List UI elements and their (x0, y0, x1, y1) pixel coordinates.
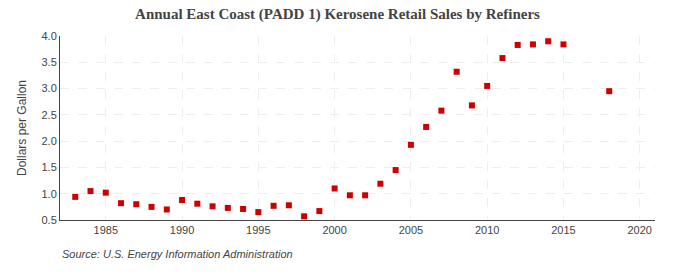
svg-text:2005: 2005 (399, 224, 423, 236)
svg-text:2010: 2010 (475, 224, 499, 236)
svg-text:1995: 1995 (246, 224, 270, 236)
svg-text:0.5: 0.5 (42, 214, 57, 226)
svg-text:2000: 2000 (322, 224, 346, 236)
svg-text:2020: 2020 (627, 224, 651, 236)
svg-text:1985: 1985 (94, 224, 118, 236)
svg-text:3.5: 3.5 (42, 56, 57, 68)
svg-text:1990: 1990 (170, 224, 194, 236)
svg-text:2015: 2015 (551, 224, 575, 236)
svg-text:2.0: 2.0 (42, 135, 57, 147)
svg-text:1.5: 1.5 (42, 161, 57, 173)
svg-text:Dollars per Gallon: Dollars per Gallon (15, 80, 29, 176)
svg-text:4.0: 4.0 (42, 30, 57, 42)
svg-text:Annual East Coast (PADD 1) Ker: Annual East Coast (PADD 1) Kerosene Reta… (135, 6, 540, 23)
svg-text:Source: U.S. Energy Informatio: Source: U.S. Energy Information Administ… (62, 248, 293, 260)
svg-text:1.0: 1.0 (42, 188, 57, 200)
svg-text:3.0: 3.0 (42, 82, 57, 94)
svg-text:2.5: 2.5 (42, 109, 57, 121)
